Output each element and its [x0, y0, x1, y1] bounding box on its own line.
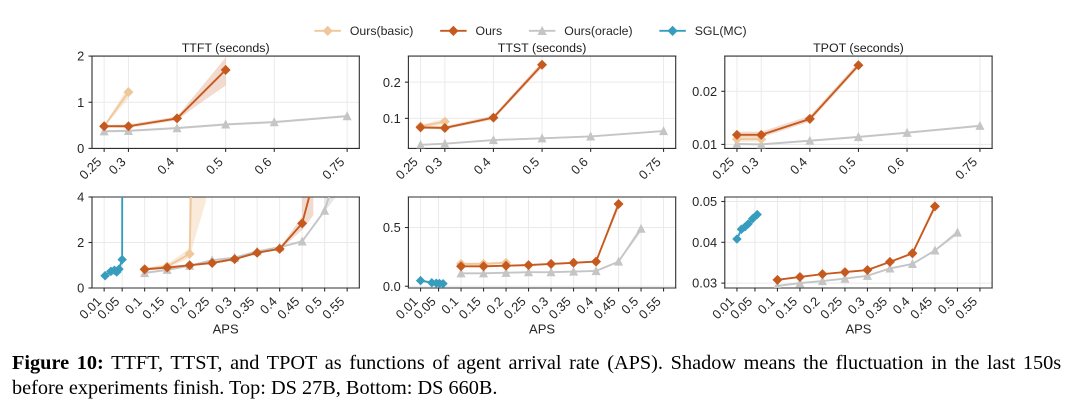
svg-text:APS: APS	[845, 321, 871, 336]
svg-text:TPOT (seconds): TPOT (seconds)	[813, 41, 904, 55]
svg-text:0.1: 0.1	[383, 111, 401, 126]
svg-text:0.0: 0.0	[383, 279, 401, 294]
svg-text:0.01: 0.01	[692, 137, 717, 152]
svg-text:TTST (seconds): TTST (seconds)	[498, 41, 587, 55]
svg-text:TTFT (seconds): TTFT (seconds)	[182, 41, 270, 55]
svg-text:SGL(MC): SGL(MC)	[695, 24, 747, 38]
svg-text:0.5: 0.5	[383, 220, 401, 235]
svg-text:4: 4	[77, 190, 84, 205]
svg-text:Ours(oracle): Ours(oracle)	[564, 24, 632, 38]
svg-text:APS: APS	[529, 321, 555, 336]
svg-text:0.02: 0.02	[692, 84, 717, 99]
svg-text:Ours: Ours	[476, 24, 503, 38]
svg-text:2: 2	[77, 49, 84, 64]
svg-text:0.2: 0.2	[383, 75, 401, 90]
svg-text:0: 0	[77, 281, 84, 296]
svg-text:Ours(basic): Ours(basic)	[350, 24, 414, 38]
svg-text:2: 2	[77, 235, 84, 250]
svg-text:0.04: 0.04	[692, 235, 717, 250]
svg-text:0.03: 0.03	[692, 276, 717, 291]
svg-text:0.05: 0.05	[692, 194, 717, 209]
svg-text:APS: APS	[213, 321, 239, 336]
svg-text:1: 1	[77, 95, 84, 110]
svg-text:0: 0	[77, 141, 84, 156]
